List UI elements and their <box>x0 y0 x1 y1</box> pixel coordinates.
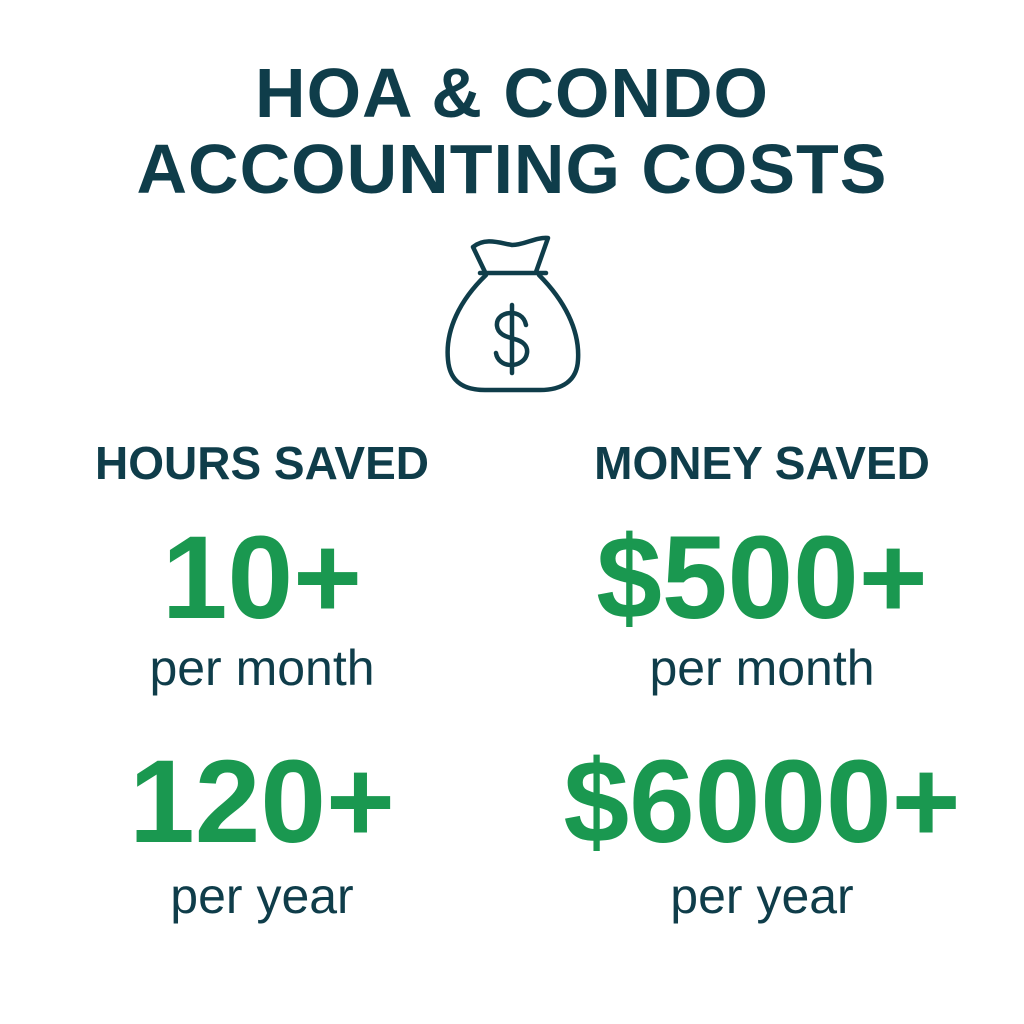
hours-yearly-value: 120+ <box>129 736 395 868</box>
money-yearly-label: per year <box>670 868 854 924</box>
hours-yearly-label: per year <box>170 868 354 924</box>
money-bag-dollar-icon <box>445 235 581 393</box>
money-saved-heading: MONEY SAVED <box>594 437 930 489</box>
page-title: HOA & CONDO ACCOUNTING COSTS <box>0 55 1024 207</box>
hours-monthly-label: per month <box>149 640 375 696</box>
title-line-2: ACCOUNTING COSTS <box>136 130 888 208</box>
hours-monthly-value: 10+ <box>161 512 363 644</box>
hours-saved-heading: HOURS SAVED <box>95 437 429 489</box>
money-yearly-value: $6000+ <box>563 736 961 868</box>
money-monthly-label: per month <box>649 640 875 696</box>
money-monthly-value: $500+ <box>596 512 928 644</box>
title-line-1: HOA & CONDO <box>255 54 769 132</box>
